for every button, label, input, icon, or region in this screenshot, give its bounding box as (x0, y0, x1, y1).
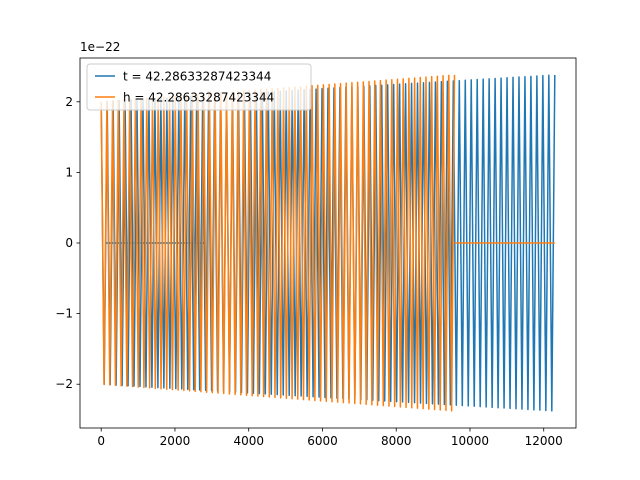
legend-label-1: h = 42.28633287423344 (123, 91, 274, 105)
y-tick-label: 2 (65, 95, 73, 109)
y-tick-label: 0 (65, 236, 73, 250)
y-offset-text: 1e−22 (80, 40, 120, 54)
x-tick-label: 4000 (233, 434, 264, 448)
x-tick-label: 2000 (160, 434, 191, 448)
x-tick-label: 8000 (381, 434, 412, 448)
legend: t = 42.28633287423344 h = 42.286332874233… (86, 63, 312, 111)
x-axis-ticks: 0 2000 4000 6000 8000 10000 12000 (97, 428, 563, 448)
x-tick-label: 0 (97, 434, 105, 448)
x-tick-label: 6000 (307, 434, 338, 448)
y-tick-label: −2 (55, 377, 73, 391)
y-tick-label: −1 (55, 307, 73, 321)
x-tick-label: 12000 (525, 434, 563, 448)
legend-box (86, 63, 312, 111)
y-tick-label: 1 (65, 165, 73, 179)
x-tick-label: 10000 (451, 434, 489, 448)
y-axis-ticks: −2 −1 0 1 2 (55, 95, 80, 391)
legend-label-0: t = 42.28633287423344 (123, 70, 271, 84)
